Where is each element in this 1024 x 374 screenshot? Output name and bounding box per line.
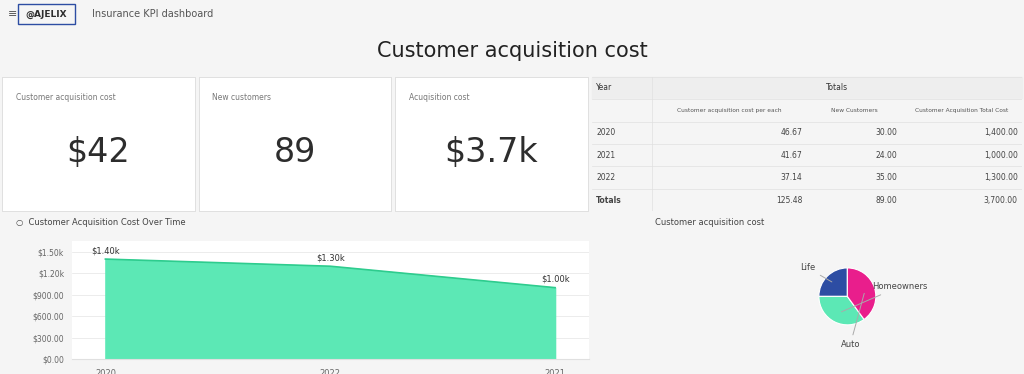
Text: Customer acquisition cost: Customer acquisition cost <box>15 93 116 102</box>
Bar <box>592 99 1022 122</box>
Text: Customer Acquisition Total Cost: Customer Acquisition Total Cost <box>915 108 1009 113</box>
Text: 1,300.00: 1,300.00 <box>984 173 1018 182</box>
Text: @AJELIX: @AJELIX <box>26 9 67 19</box>
Text: 3,700.00: 3,700.00 <box>984 196 1018 205</box>
Text: 89.00: 89.00 <box>876 196 897 205</box>
Text: New customers: New customers <box>212 93 271 102</box>
Text: 125.48: 125.48 <box>776 196 803 205</box>
Text: Customer acquisition cost: Customer acquisition cost <box>655 218 765 227</box>
Text: $1.40k: $1.40k <box>91 246 120 255</box>
Text: Year: Year <box>596 83 612 92</box>
Text: Acuqisition cost: Acuqisition cost <box>409 93 469 102</box>
Text: 2022: 2022 <box>596 173 615 182</box>
Text: Life: Life <box>800 263 831 282</box>
Wedge shape <box>819 296 864 325</box>
Text: $1.00k: $1.00k <box>541 275 569 284</box>
Text: 35.00: 35.00 <box>876 173 897 182</box>
Text: 37.14: 37.14 <box>781 173 803 182</box>
Text: 2020: 2020 <box>596 128 615 137</box>
Text: ○  Customer Acquisition Cost Over Time: ○ Customer Acquisition Cost Over Time <box>16 218 185 227</box>
Text: 2021: 2021 <box>596 151 615 160</box>
Wedge shape <box>819 268 848 296</box>
Text: Customer acquisition cost per each: Customer acquisition cost per each <box>677 108 781 113</box>
Text: Totals: Totals <box>826 83 848 92</box>
Text: 24.00: 24.00 <box>876 151 897 160</box>
Text: Customer acquisition cost: Customer acquisition cost <box>377 42 647 61</box>
Text: 41.67: 41.67 <box>781 151 803 160</box>
Text: Totals: Totals <box>596 196 622 205</box>
Bar <box>592 77 1022 99</box>
Text: Auto: Auto <box>841 293 864 349</box>
Wedge shape <box>848 268 876 319</box>
Text: Homeowners: Homeowners <box>842 282 928 312</box>
Text: New Customers: New Customers <box>830 108 878 113</box>
Text: $42: $42 <box>67 135 130 169</box>
Text: ≡: ≡ <box>8 9 17 19</box>
Text: 1,000.00: 1,000.00 <box>984 151 1018 160</box>
Text: Insurance KPI dashboard: Insurance KPI dashboard <box>92 9 213 19</box>
Text: 30.00: 30.00 <box>876 128 897 137</box>
Bar <box>592 189 1022 211</box>
Text: 89: 89 <box>273 135 316 169</box>
Text: 1,400.00: 1,400.00 <box>984 128 1018 137</box>
Text: $1.30k: $1.30k <box>315 253 345 262</box>
Text: 46.67: 46.67 <box>780 128 803 137</box>
Text: $3.7k: $3.7k <box>444 135 539 169</box>
